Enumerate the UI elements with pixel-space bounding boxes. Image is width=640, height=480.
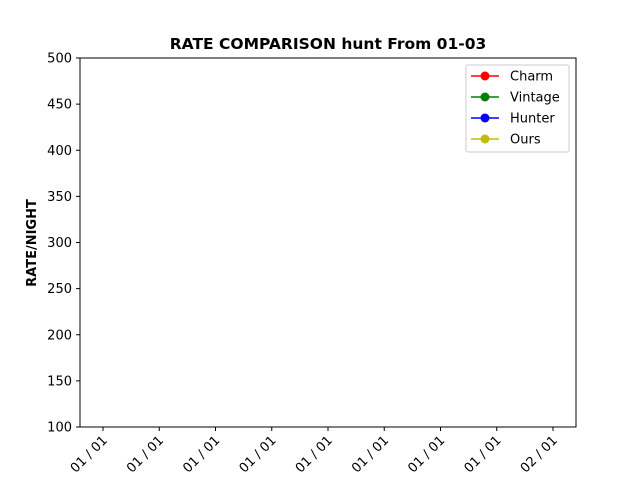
- legend-marker: [480, 113, 490, 123]
- y-tick-label: 100: [47, 421, 72, 436]
- legend-label: Vintage: [510, 91, 560, 106]
- y-tick-label: 250: [47, 282, 72, 297]
- chart-title: RATE COMPARISON hunt From 01-03: [170, 35, 487, 53]
- legend-label: Charm: [510, 70, 553, 85]
- y-tick-label: 350: [47, 190, 72, 205]
- x-tick-label: 02 / 01: [518, 433, 561, 476]
- legend-box: [465, 64, 570, 153]
- y-tick-label: 500: [47, 52, 72, 67]
- y-axis-label: RATE/NIGHT: [25, 199, 40, 287]
- x-tick-label: 01 / 01: [349, 433, 392, 476]
- y-axis: 100 150 200 250 300 350 400 450 500: [47, 52, 80, 436]
- y-tick-label: 200: [47, 328, 72, 343]
- x-tick-label: 01 / 01: [124, 433, 167, 476]
- legend-label: Ours: [510, 133, 541, 148]
- legend-marker: [480, 134, 490, 144]
- x-tick-label: 01 / 01: [68, 433, 111, 476]
- x-tick-label: 01 / 01: [462, 433, 505, 476]
- legend-marker: [480, 71, 490, 81]
- x-tick-label: 01 / 01: [293, 433, 336, 476]
- x-tick-label: 01 / 01: [180, 433, 223, 476]
- y-tick-label: 150: [47, 374, 72, 389]
- x-tick-label: 01 / 01: [405, 433, 448, 476]
- legend-marker: [480, 92, 490, 102]
- y-tick-label: 400: [47, 144, 72, 159]
- y-tick-label: 450: [47, 98, 72, 113]
- legend: Charm Vintage Hunter Ours: [465, 64, 570, 153]
- x-tick-label: 01 / 01: [237, 433, 280, 476]
- legend-label: Hunter: [510, 112, 555, 127]
- x-axis: 01 / 01 01 / 01 01 / 01 01 / 01 01 / 01 01 / …: [68, 427, 561, 476]
- y-tick-label: 300: [47, 236, 72, 251]
